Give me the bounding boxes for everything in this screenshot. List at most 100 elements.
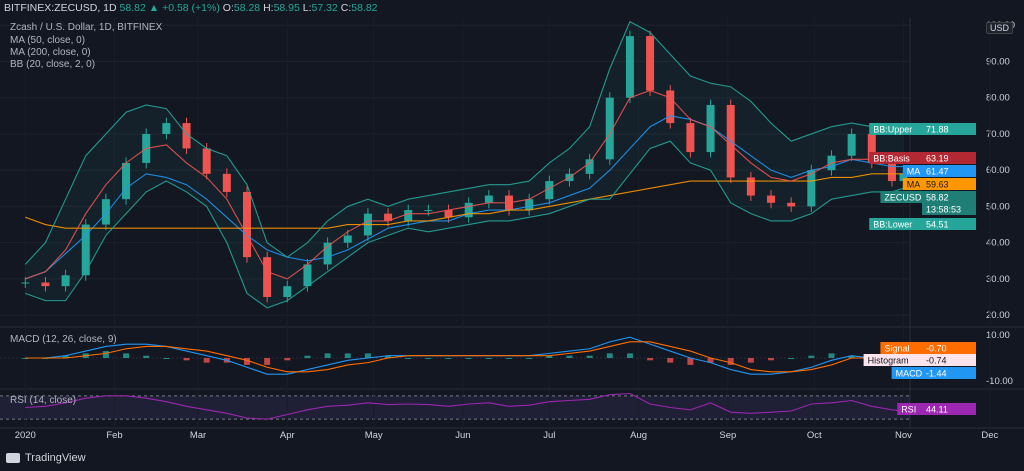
legend-ma200[interactable]: MA (200, close, 0) (10, 47, 91, 58)
x-tick-label: Jul (543, 430, 555, 441)
legend-rsi[interactable]: RSI (14, close) (10, 395, 77, 406)
bb-basis-tag (869, 152, 922, 164)
candle-body (625, 36, 634, 98)
candle-body (162, 123, 171, 134)
ma200-value-box (922, 178, 976, 190)
bb-basis-value-box (922, 152, 976, 164)
candle-body (283, 286, 292, 298)
rsi-line (25, 392, 904, 420)
x-tick-label: Nov (895, 430, 912, 441)
y-tick-label: 40.00 (986, 238, 1010, 249)
y-tick-label: 20.00 (986, 310, 1010, 321)
candle-body (424, 210, 433, 212)
x-tick-label: May (365, 430, 383, 441)
rsi-label: RSI (901, 405, 916, 415)
candle-body (343, 235, 352, 243)
candle-body (404, 210, 413, 221)
zecusd-label: ZECUSD (884, 193, 922, 203)
candle-body (21, 282, 30, 284)
candle-body (787, 202, 796, 207)
macd-histogram-bar (385, 355, 392, 358)
signal-value-box (922, 342, 976, 354)
candle-body (585, 159, 594, 174)
countdown-value: 13:58:53 (926, 205, 961, 215)
symbol-header: BITFINEX:ZECUSD, 1D 58.82 ▲ +0.58 (+1%) … (4, 2, 378, 14)
candle-body (867, 133, 876, 163)
macd-histogram-bar (203, 358, 210, 363)
x-tick-label: 2020 (15, 430, 36, 441)
macd-histogram-bar (264, 358, 271, 365)
candle-body (464, 202, 473, 218)
macd-histogram-bar (163, 358, 170, 359)
macd-histogram-bar (506, 358, 512, 359)
up-arrow-icon: ▲ (148, 2, 160, 14)
macd-histogram-bar (667, 358, 674, 363)
ma200-line (25, 173, 904, 229)
candle-body (484, 195, 493, 203)
macd-value: -1.44 (926, 369, 947, 379)
currency-button[interactable]: USD (986, 22, 1014, 34)
y-tick-label: 80.00 (986, 93, 1010, 104)
bb-basis-line (25, 89, 904, 280)
bb-basis-value: 63.19 (926, 154, 949, 164)
bb-lower-value-box (922, 218, 976, 230)
legend-ma50[interactable]: MA (50, close, 0) (10, 35, 86, 46)
open-value: 58.28 (233, 2, 261, 14)
bb-lower-label: BB:Lower (873, 220, 912, 230)
macd-histogram-bar (304, 355, 311, 358)
countdown-value-box (922, 203, 976, 215)
y-tick-label: 60.00 (986, 165, 1010, 176)
rsi-band (0, 395, 910, 420)
bb-upper-tag (869, 123, 922, 135)
candle-body (202, 148, 211, 174)
ma50-tag (902, 165, 922, 177)
macd-tick-label: 10.00 (986, 330, 1010, 341)
close-value: 58.82 (351, 2, 378, 14)
macd-histogram-bar (123, 353, 130, 358)
x-tick-label: Aug (630, 430, 647, 441)
candle-body (384, 213, 393, 221)
bb-upper-line (24, 20, 904, 265)
x-tick-label: Oct (807, 430, 822, 441)
macd-histogram-bar (324, 353, 331, 358)
legend-bb[interactable]: BB (20, close, 2, 0) (10, 59, 96, 70)
candle-body (746, 177, 755, 196)
symbol-label: BITFINEX:ZECUSD, 1D (4, 2, 117, 14)
low-value: 57.32 (311, 2, 338, 14)
bb-upper-label: BB:Upper (873, 125, 912, 135)
macd-tick-label: -10.00 (986, 376, 1013, 387)
bb-lower-line (25, 140, 904, 309)
candle-body (847, 133, 856, 156)
price-change: +0.58 (+1%) (162, 2, 220, 14)
legend-macd[interactable]: MACD (12, 26, close, 9) (10, 334, 117, 345)
candle-body (263, 257, 272, 298)
signal-line (25, 341, 904, 373)
macd-histogram-bar (687, 358, 694, 365)
macd-tag (891, 367, 922, 379)
macd-label: MACD (896, 369, 923, 379)
macd-histogram-bar (747, 358, 754, 363)
histogram-label: Histogram (868, 356, 909, 366)
signal-tag (880, 342, 922, 354)
candle-body (605, 97, 614, 160)
last-price: 58.82 (119, 2, 146, 14)
macd-histogram-bar (768, 358, 775, 361)
macd-histogram-bar (808, 355, 815, 358)
close-label: C: (340, 2, 352, 14)
macd-histogram-bar (102, 351, 109, 358)
macd-histogram-bar (526, 358, 533, 359)
y-tick-label: 50.00 (986, 201, 1010, 212)
zecusd-value: 58.82 (926, 193, 949, 203)
x-tick-label: Jun (455, 430, 470, 441)
candle-body (887, 162, 896, 182)
bb-fill (25, 21, 904, 308)
x-tick-label: Mar (190, 430, 206, 441)
candle-body (41, 282, 50, 287)
macd-histogram-bar (344, 353, 351, 358)
x-tick-label: Feb (106, 430, 122, 441)
candle-body (242, 191, 251, 258)
bb-lower-tag (869, 218, 922, 230)
macd-histogram-bar (848, 355, 855, 358)
macd-histogram-bar (485, 358, 492, 359)
